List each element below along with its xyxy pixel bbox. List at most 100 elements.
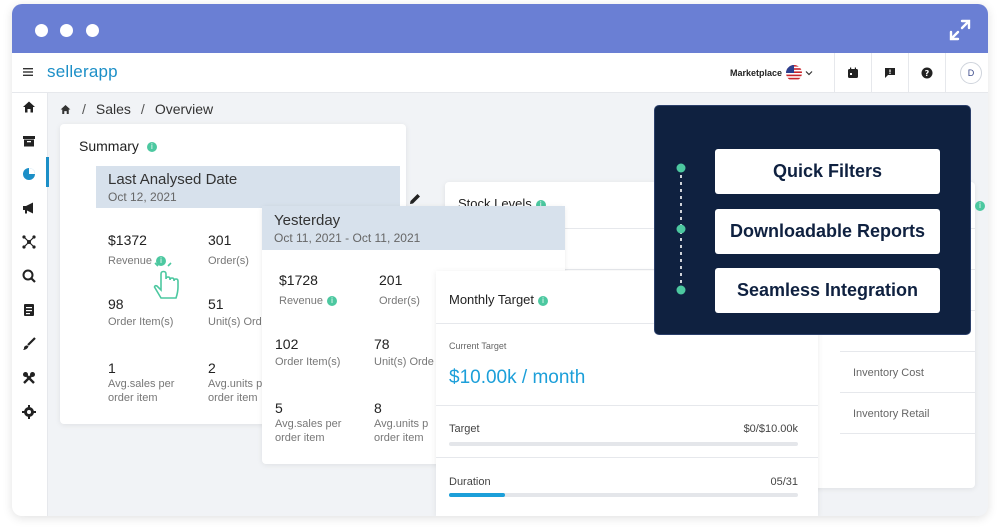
yesterday-header: Yesterday Oct 11, 2021 - Oct 11, 2021: [262, 206, 565, 250]
monthly-target-title: Monthly Target i: [449, 292, 549, 307]
feature-downloadable-reports[interactable]: Downloadable Reports: [715, 209, 940, 254]
feature-quick-filters[interactable]: Quick Filters: [715, 149, 940, 194]
app-logo[interactable]: sellerapp: [47, 62, 118, 81]
chevron-down-icon[interactable]: [805, 69, 813, 77]
metric-value: 78: [374, 336, 390, 352]
info-icon[interactable]: i: [538, 295, 549, 306]
tools-icon[interactable]: [21, 370, 37, 386]
stock-row-retail: Inventory Retail: [853, 408, 930, 420]
summary-metric: 98 Order Item(s): [108, 296, 173, 328]
divider: [840, 392, 975, 393]
window-dot-2[interactable]: [60, 24, 73, 37]
yesterday-metric: 8 Avg.units p order item: [374, 400, 428, 444]
metric-value: 98: [108, 296, 124, 312]
target-label: Target: [449, 423, 480, 435]
report-icon[interactable]: [21, 302, 37, 318]
help-icon: ?: [921, 67, 933, 79]
last-analysed-label: Last Analysed Date: [108, 171, 238, 188]
metric-value: $1372: [108, 232, 147, 248]
metric-value: 1: [108, 360, 116, 376]
metric-label: Revenue i: [108, 255, 167, 267]
megaphone-icon[interactable]: [21, 200, 37, 216]
svg-text:?: ?: [925, 69, 930, 78]
metric-label: Order(s): [379, 295, 420, 307]
breadcrumb-sales[interactable]: Sales: [95, 101, 131, 117]
search-icon[interactable]: [21, 268, 37, 284]
window-dot-1[interactable]: [35, 24, 48, 37]
yesterday-metric: 78 Unit(s) Orde: [374, 336, 434, 368]
metric-value: 8: [374, 400, 382, 416]
info-icon[interactable]: i: [146, 142, 157, 153]
metric-label: order item: [275, 432, 325, 444]
profile-area: [945, 53, 988, 93]
summary-metric: $1372 Revenue i: [108, 232, 167, 267]
yesterday-range: Oct 11, 2021 - Oct 11, 2021: [274, 231, 421, 245]
feedback-button[interactable]: [871, 53, 908, 93]
menu-icon[interactable]: [22, 66, 34, 78]
yesterday-metric: 102 Order Item(s): [275, 336, 340, 368]
help-button[interactable]: ?: [908, 53, 945, 93]
summary-metric: 1 Avg.sales per order item: [108, 360, 174, 404]
info-icon[interactable]: i: [156, 256, 167, 267]
metric-label: Order(s): [208, 255, 249, 267]
sales-chart-icon[interactable]: [21, 166, 37, 182]
feature-seamless-integration[interactable]: Seamless Integration: [715, 268, 940, 313]
divider: [840, 351, 975, 352]
breadcrumb-home-icon[interactable]: [59, 103, 72, 116]
network-icon[interactable]: [21, 234, 37, 250]
feedback-icon: [885, 68, 895, 78]
metric-label: Revenue i: [279, 295, 338, 307]
last-analysed-date: Oct 12, 2021: [108, 190, 177, 204]
calendar-button[interactable]: [834, 53, 871, 93]
current-target-value: $10.00k / month: [449, 367, 586, 388]
edit-pencil-icon[interactable]: [408, 192, 422, 206]
metric-label-text: Revenue: [279, 295, 324, 307]
yesterday-metric: 5 Avg.sales per order item: [275, 400, 341, 444]
yesterday-metric: $1728 Revenue i: [279, 272, 338, 307]
stock-row-cost: Inventory Cost: [853, 367, 924, 379]
metric-label: Unit(s) Orde: [374, 356, 434, 368]
avatar[interactable]: D: [960, 62, 982, 84]
calendar-icon: [848, 67, 858, 78]
metric-label: Unit(s) Ord: [208, 316, 262, 328]
info-icon[interactable]: i: [975, 201, 985, 211]
target-progress-track: [449, 442, 798, 446]
summary-title: Summary i: [79, 138, 157, 154]
settings-gear-icon[interactable]: [21, 404, 37, 420]
last-analysed-header: Last Analysed Date Oct 12, 2021: [96, 166, 400, 208]
target-value: $0/$10.00k: [743, 423, 798, 435]
metric-label: order item: [108, 392, 158, 404]
summary-metric: 2 Avg.units p order item: [208, 360, 262, 404]
duration-progress-fill: [449, 493, 506, 497]
current-target-label: Current Target: [449, 341, 507, 351]
monthly-target-title-text: Monthly Target: [449, 292, 535, 307]
sidebar-active-indicator: [46, 157, 49, 187]
us-flag-icon[interactable]: [786, 65, 802, 81]
breadcrumb-overview: Overview: [154, 101, 214, 117]
home-icon[interactable]: [21, 99, 37, 115]
summary-metric: 51 Unit(s) Ord: [208, 296, 262, 328]
divider: [840, 433, 975, 434]
metric-label: Avg.sales per: [275, 418, 342, 430]
window-dot-3[interactable]: [86, 24, 99, 37]
info-icon[interactable]: i: [327, 296, 338, 307]
metric-value: 5: [275, 400, 283, 416]
yesterday-metric: 201 Order(s): [379, 272, 420, 307]
info-icon[interactable]: i: [535, 199, 546, 210]
divider: [436, 457, 818, 458]
brush-icon[interactable]: [21, 336, 37, 352]
divider: [436, 323, 818, 324]
metric-value: $1728: [279, 272, 318, 288]
marketplace-label: Marketplace: [730, 68, 783, 78]
metric-value: 51: [208, 296, 224, 312]
metric-label: Order Item(s): [108, 316, 174, 328]
metric-value: 2: [208, 360, 216, 376]
metric-label-text: Revenue: [108, 255, 153, 267]
metric-label: order item: [374, 432, 424, 444]
inventory-icon[interactable]: [21, 133, 37, 149]
summary-title-text: Summary: [79, 138, 139, 154]
metric-label: Avg.units p: [374, 418, 429, 430]
app-window: sellerapp Marketplace: [12, 4, 988, 516]
metric-value: 201: [379, 272, 403, 288]
expand-icon[interactable]: [948, 18, 972, 42]
